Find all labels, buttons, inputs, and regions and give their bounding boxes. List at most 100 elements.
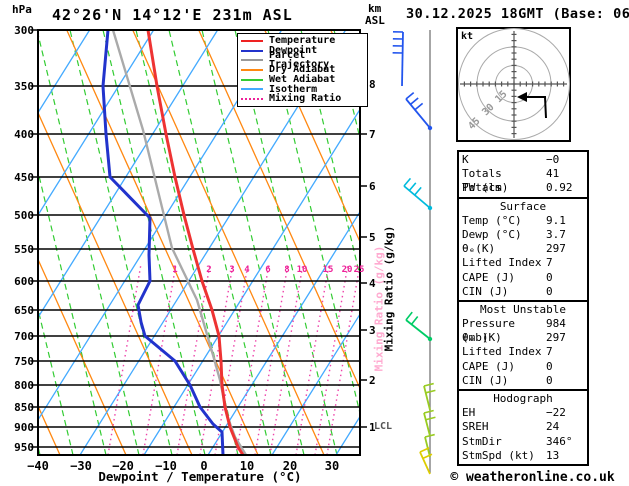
wind-barb-feather <box>424 433 435 438</box>
wind-barb-feather <box>403 177 412 187</box>
mixing-ratio-value-label: 20 <box>341 265 353 275</box>
pressure-tick-label: 500 <box>14 209 34 222</box>
wind-barb-feather <box>425 416 436 421</box>
mixing-ratio-swatch-icon <box>241 97 263 100</box>
table-row: StmDir 346° <box>462 435 584 449</box>
temp-tick-label: −10 <box>155 459 177 473</box>
parcel-trajectory-swatch-icon <box>241 59 263 62</box>
temp-tick-label: −30 <box>70 459 92 473</box>
wind-barb <box>401 31 404 87</box>
legend-item-label: Dewpoint <box>269 45 318 57</box>
isotherm <box>207 210 360 455</box>
table-section: Surface Temp (°C) 9.1 Dewp (°C) 3.7 θₑ(K) 297 L… <box>459 196 587 300</box>
table-row-label: StmDir <box>462 434 502 448</box>
table-row-label: CIN (J) <box>462 373 509 387</box>
wind-barb-feather <box>422 453 433 460</box>
hodograph-trace-arrowhead <box>517 92 527 102</box>
table-row-value: 0 <box>546 359 553 373</box>
table-row-label: Totals Totals <box>462 167 502 195</box>
legend-item: Dry Adiabat <box>241 65 364 75</box>
table-row: CIN (J) 0 <box>462 285 584 299</box>
table-section: K −0 Totals Totals 41 PW (cm) 0.92 <box>459 152 587 197</box>
table-row-value: 297 <box>546 331 566 345</box>
km-tick-label: 4 <box>369 277 376 290</box>
pressure-tick-label: 650 <box>14 304 34 317</box>
legend-item: Isotherm <box>241 84 364 94</box>
wind-barb <box>405 319 431 340</box>
table-row-value: 984 <box>546 317 566 331</box>
table-row-label: θₑ (K) <box>462 331 502 345</box>
temperature-swatch-icon <box>241 39 263 42</box>
table-section: Most Unstable Pressure (mb) 984 θₑ (K) 297 Li… <box>459 299 587 389</box>
table-row: EH −22 <box>462 406 584 420</box>
dry-adiabat <box>38 111 193 455</box>
table-row-value: −22 <box>546 406 566 420</box>
pressure-tick-label: 950 <box>14 441 34 454</box>
table-row: K −0 <box>462 153 584 167</box>
table-row-label: Lifted Index <box>462 256 542 270</box>
wind-barb-dot <box>427 205 433 211</box>
altitude-unit-km: km <box>368 2 382 15</box>
isotherm <box>38 30 219 319</box>
table-row-value: 41 <box>546 167 560 181</box>
wind-barb <box>423 385 431 411</box>
pressure-tick-label: 700 <box>14 330 34 343</box>
km-tick-label: 1 <box>369 421 376 434</box>
table-row-value: 0 <box>546 284 553 298</box>
pressure-tick-label: 450 <box>14 171 34 184</box>
wind-barb-feather <box>408 182 417 192</box>
wet-adiabat <box>38 306 74 455</box>
table-row-label: SREH <box>462 420 489 434</box>
table-row-value: 0 <box>546 270 553 284</box>
plot-border <box>37 29 361 456</box>
legend-item: Mixing Ratio <box>241 94 364 104</box>
wet-adiabat <box>38 169 107 455</box>
dry-adiabat <box>132 30 325 455</box>
table-row-value: 13 <box>546 448 560 462</box>
table-row-value: 24 <box>546 420 560 434</box>
pressure-tick-label: 800 <box>14 379 34 392</box>
hodograph-unit-label: kt <box>461 31 474 42</box>
wind-barb <box>419 451 431 475</box>
table-row: Totals Totals 41 <box>462 167 584 195</box>
mixing-ratio-axis-label: Mixing Ratio (g/kg) <box>382 225 396 352</box>
km-tick-label: 3 <box>369 324 376 337</box>
dry-adiabat <box>38 257 127 455</box>
parcel-trajectory-curve <box>111 30 248 455</box>
wind-barb <box>403 185 431 209</box>
table-row: Lifted Index 7 <box>462 345 584 359</box>
dewpoint-swatch-icon <box>241 49 263 52</box>
temp-tick-label: 30 <box>324 459 340 473</box>
table-section-header: Surface <box>499 199 547 213</box>
legend-item-label: Parcel Trajectory <box>269 50 330 71</box>
mixing-ratio-value-label: 3 <box>229 265 235 275</box>
wet-adiabat <box>102 30 206 455</box>
table-row: CAPE (J) 0 <box>462 271 584 285</box>
table-row-value: 9.1 <box>546 213 566 227</box>
table-row-value: 346° <box>546 434 573 448</box>
legend-item-label: Temperature <box>269 35 336 47</box>
temp-tick-label: −20 <box>112 459 134 473</box>
legend-item-label: Dry Adiabat <box>269 64 336 76</box>
mixing-ratio-value-label: 8 <box>284 265 290 275</box>
wind-barb-feather <box>423 382 434 387</box>
table-section: Hodograph EH −22 SREH 24 StmDir 346° StmSpd (kt… <box>459 389 587 464</box>
table-row-value: −0 <box>546 153 560 166</box>
table-row-label: Temp (°C) <box>462 213 522 227</box>
mixing-ratio-value-label: 10 <box>296 265 308 275</box>
station-title: 42°26'N 14°12'E 231m ASL <box>52 6 293 24</box>
table-row-label: CAPE (J) <box>462 359 515 373</box>
table-row-label: StmSpd (kt) <box>462 448 535 462</box>
wind-barb-feather <box>423 409 434 414</box>
table-row: PW (cm) 0.92 <box>462 181 584 195</box>
mixing-ratio-value-label: 2 <box>206 265 212 275</box>
datetime-title: 30.12.2025 18GMT (Base: 06) <box>406 6 629 22</box>
wind-barb <box>405 98 431 129</box>
table-row: Dewp (°C) 3.7 <box>462 228 584 242</box>
wet-adiabat <box>201 30 305 455</box>
lcl-label: LCL <box>374 421 393 432</box>
mixing-ratio-value-label: 1 <box>172 265 178 275</box>
table-row: Temp (°C) 9.1 <box>462 214 584 228</box>
table-section-header: Hodograph <box>493 392 553 405</box>
table-row-label: CAPE (J) <box>462 270 515 284</box>
